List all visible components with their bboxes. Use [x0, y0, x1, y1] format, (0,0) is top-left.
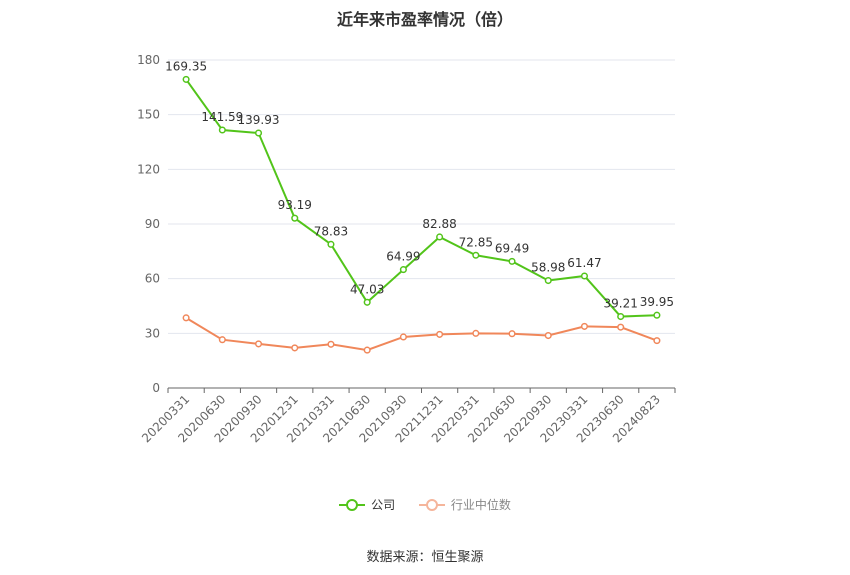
data-point-company[interactable]	[218, 126, 226, 134]
data-label-company: 72.85	[459, 235, 493, 249]
data-point-company[interactable]	[472, 251, 480, 259]
y-tick-label: 30	[145, 326, 160, 340]
grid-lines	[168, 59, 675, 334]
series-line-industry-median	[185, 316, 658, 352]
y-tick-label: 150	[137, 108, 160, 122]
legend-item-industry-median[interactable]: 行业中位数	[418, 496, 511, 513]
data-point-company[interactable]	[291, 214, 299, 222]
data-point-company[interactable]	[580, 272, 589, 280]
data-point-company[interactable]	[508, 257, 516, 265]
data-point-industry-median[interactable]	[436, 330, 444, 338]
data-label-company: 169.35	[165, 59, 207, 73]
data-point-industry-median[interactable]	[472, 329, 480, 337]
data-label-company: 139.93	[238, 113, 280, 127]
data-label-company: 58.98	[531, 261, 565, 275]
data-label-company: 47.03	[350, 282, 384, 296]
data-point-industry-median[interactable]	[291, 344, 299, 352]
data-point-industry-median[interactable]	[327, 340, 335, 348]
data-point-industry-median[interactable]	[182, 314, 190, 322]
data-source: 数据来源：恒生聚源	[366, 550, 484, 565]
y-tick-label: 180	[137, 53, 160, 67]
data-point-industry-median[interactable]	[617, 323, 625, 331]
data-point-company[interactable]	[254, 129, 263, 137]
data-point-industry-median[interactable]	[544, 331, 552, 340]
data-point-company[interactable]	[327, 240, 335, 248]
legend-label-industry-median: 行业中位数	[450, 498, 511, 512]
data-point-industry-median[interactable]	[508, 330, 516, 338]
data-label-company: 69.49	[495, 241, 529, 255]
legend-industry-line-icon	[418, 498, 445, 511]
data-point-company[interactable]	[653, 311, 661, 319]
legend-label-company: 公司	[371, 498, 396, 512]
data-point-industry-median[interactable]	[254, 340, 263, 348]
legend-company-line-icon	[339, 498, 366, 511]
data-point-company[interactable]	[363, 298, 371, 306]
y-tick-label: 0	[152, 381, 160, 395]
data-label-company: 141.59	[201, 110, 243, 124]
data-label-company: 64.99	[386, 250, 420, 264]
y-tick-label: 90	[145, 217, 160, 231]
data-point-industry-median[interactable]	[218, 336, 226, 344]
data-point-industry-median[interactable]	[580, 322, 589, 330]
data-point-company[interactable]	[436, 233, 444, 241]
legend: 公司 行业中位数	[0, 496, 850, 515]
data-point-industry-median[interactable]	[363, 346, 371, 354]
data-point-industry-median[interactable]	[399, 333, 407, 341]
data-label-company: 61.47	[567, 256, 601, 270]
data-point-industry-median[interactable]	[653, 337, 661, 345]
series	[182, 75, 661, 354]
data-label-company: 93.19	[278, 198, 312, 212]
legend-item-company[interactable]: 公司	[339, 496, 395, 513]
data-point-company[interactable]	[399, 266, 407, 274]
data-label-company: 39.21	[603, 297, 637, 311]
chart-title: 近年来市盈率情况（倍）	[336, 10, 513, 29]
data-point-company[interactable]	[544, 276, 552, 285]
series-line-company	[185, 78, 657, 318]
data-point-company[interactable]	[617, 313, 625, 321]
data-label-company: 82.88	[422, 217, 456, 231]
y-tick-label: 120	[137, 162, 160, 176]
data-label-company: 78.83	[314, 224, 348, 238]
data-label-company: 39.95	[640, 295, 674, 309]
y-tick-label: 60	[145, 272, 160, 286]
data-point-company[interactable]	[182, 75, 190, 83]
